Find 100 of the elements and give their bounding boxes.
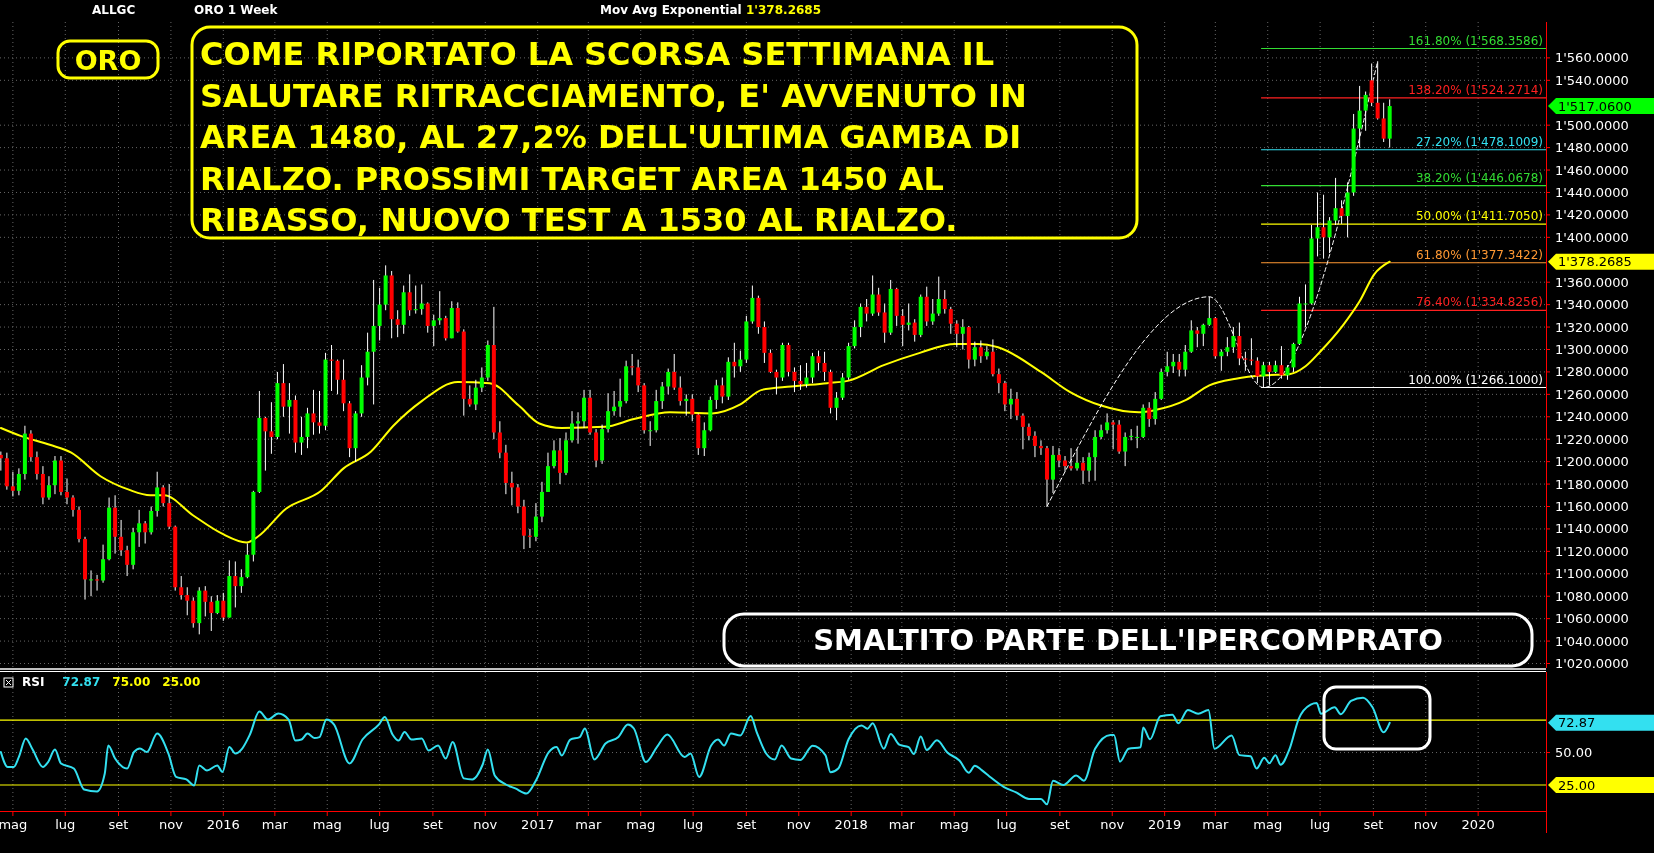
- y-tick-label: 1'040.0000: [1555, 633, 1629, 649]
- y-tick-label: 1'160.0000: [1555, 499, 1629, 515]
- candlestick: [1177, 353, 1182, 377]
- x-tick-label: nov: [786, 817, 812, 832]
- candlestick: [1147, 401, 1152, 428]
- y-tick-label: 1'340.0000: [1555, 297, 1629, 313]
- chart-subtitle: ORO 1 Week: [194, 3, 279, 17]
- candlestick: [1081, 456, 1086, 485]
- x-tick-label: set: [736, 817, 757, 832]
- x-tick-label: mar: [1202, 817, 1229, 832]
- candlestick: [473, 379, 478, 411]
- x-tick-label: mag: [312, 817, 342, 832]
- x-tick-label: mag: [1253, 817, 1283, 832]
- candlestick: [768, 348, 773, 374]
- candlestick: [1225, 336, 1230, 357]
- candlestick: [702, 421, 707, 457]
- candlestick: [864, 298, 869, 322]
- candlestick: [533, 502, 538, 542]
- candlestick: [119, 519, 124, 557]
- candlestick: [960, 318, 965, 350]
- x-tick-label: set: [1049, 817, 1070, 832]
- candlestick: [407, 273, 412, 317]
- y-tick-label: 1'060.0000: [1555, 611, 1629, 627]
- candlestick: [155, 471, 160, 518]
- x-tick-label: nov: [473, 817, 498, 832]
- text: 1'378.2685: [746, 3, 822, 17]
- candlestick: [0, 451, 3, 472]
- x-tick-label: mar: [888, 817, 916, 832]
- x-tick-label: 2017: [521, 817, 555, 832]
- candlestick: [305, 407, 310, 449]
- candlestick: [822, 351, 827, 382]
- candlestick: [1153, 391, 1158, 426]
- candlestick: [936, 276, 941, 317]
- candlestick: [143, 520, 148, 545]
- y-tick-label: 1'500.0000: [1555, 117, 1629, 133]
- candlestick: [834, 391, 839, 421]
- candlestick: [840, 372, 845, 401]
- x-tick-label: nov: [1413, 817, 1438, 832]
- candlestick: [479, 366, 484, 393]
- ref-line-label: 50.00% (1'411.7050): [1415, 209, 1543, 224]
- candlestick: [209, 595, 214, 632]
- ref-line-label: 76.40% (1'334.8256): [1415, 295, 1543, 310]
- annotation: SMALTITO PARTE DELL'IPERCOMPRATO: [813, 623, 1443, 658]
- x-tick-label: lug: [996, 817, 1017, 832]
- y-tick-label: 72.87: [1558, 715, 1596, 731]
- candlestick: [1135, 425, 1140, 449]
- candlestick: [1099, 424, 1104, 440]
- x-tick-label: mar: [261, 817, 289, 832]
- x-tick-label: set: [108, 817, 129, 832]
- candlestick: [1105, 412, 1110, 435]
- x-tick-label: nov: [158, 817, 184, 832]
- candlestick: [750, 285, 755, 325]
- annotation: 72.87: [62, 675, 101, 689]
- candlestick: [335, 359, 340, 395]
- candlestick: [1333, 177, 1338, 226]
- candlestick: [191, 596, 196, 629]
- candlestick: [1189, 319, 1194, 354]
- x-tick-label: lug: [683, 817, 704, 832]
- y-tick-label: 1'320.0000: [1555, 319, 1629, 335]
- candlestick: [972, 341, 977, 367]
- candlestick: [1231, 326, 1236, 354]
- candlestick: [570, 410, 575, 444]
- x-tick-label: lug: [369, 817, 390, 832]
- ref-line-label: 25.00: [162, 675, 201, 689]
- y-tick-label: 1'260.0000: [1555, 386, 1629, 402]
- candlestick: [1093, 429, 1098, 482]
- candlestick: [876, 287, 881, 317]
- x-tick-label: lug: [1310, 817, 1331, 832]
- candlestick: [852, 319, 857, 349]
- candlestick: [269, 401, 274, 455]
- y-tick-label: 1'220.0000: [1555, 431, 1629, 447]
- candlestick: [395, 309, 400, 338]
- candlestick: [1008, 388, 1013, 420]
- candlestick: [28, 429, 33, 463]
- candlestick: [1339, 199, 1344, 225]
- y-tick-label: 1'080.0000: [1555, 588, 1629, 604]
- y-tick-label: 50.00: [1555, 745, 1593, 761]
- candlestick: [413, 285, 418, 315]
- candlestick: [101, 544, 106, 584]
- candlestick: [1237, 322, 1242, 366]
- candlestick: [64, 477, 69, 505]
- candlestick: [89, 569, 94, 597]
- y-tick-label: 1'300.0000: [1555, 342, 1629, 358]
- candlestick: [1327, 216, 1332, 254]
- ref-line-label: 75.00: [112, 675, 151, 689]
- chart-title: ALLGC: [92, 3, 136, 17]
- candlestick: [606, 392, 611, 433]
- x-tick-label: mar: [575, 817, 602, 832]
- candlestick: [467, 384, 472, 408]
- y-tick-label: 1'180.0000: [1555, 476, 1629, 492]
- candlestick: [810, 352, 815, 384]
- candlestick: [233, 560, 238, 608]
- candlestick: [1363, 91, 1368, 132]
- candlestick: [672, 353, 677, 391]
- candlestick: [443, 315, 448, 342]
- x-tick-label: set: [422, 817, 443, 832]
- candlestick: [1243, 351, 1248, 372]
- candlestick: [1357, 85, 1362, 149]
- y-tick-label: 1'480.0000: [1555, 140, 1629, 156]
- candlestick: [1183, 344, 1188, 377]
